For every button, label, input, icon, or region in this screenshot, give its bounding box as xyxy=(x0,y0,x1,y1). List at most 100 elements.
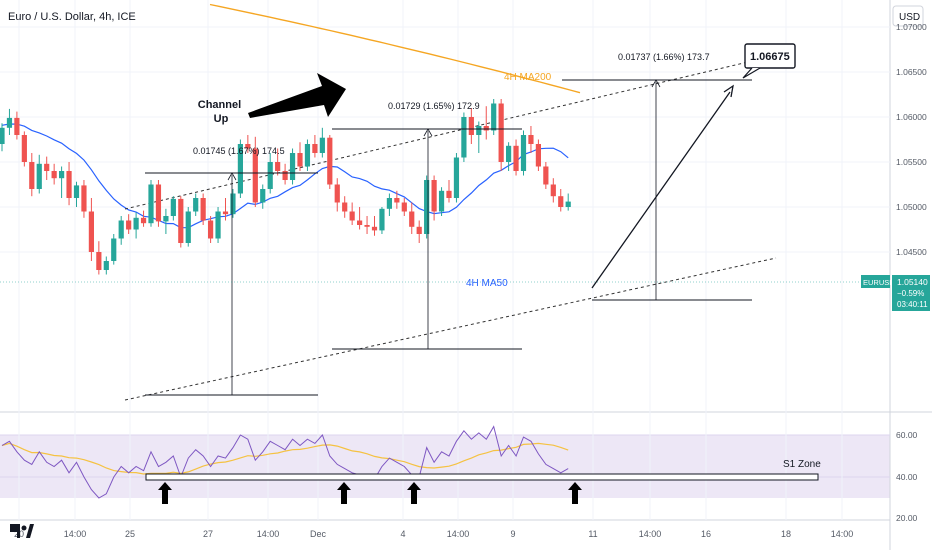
candle-body xyxy=(185,211,191,243)
channel-lower xyxy=(124,257,777,401)
price-grid xyxy=(0,26,890,478)
candle-body xyxy=(543,166,549,185)
time-tick: 27 xyxy=(203,529,213,539)
time-grid xyxy=(18,0,843,520)
s1-arrows xyxy=(158,482,582,504)
ma50-line xyxy=(1,123,569,229)
candle-body xyxy=(446,190,452,198)
candle-body xyxy=(528,135,534,144)
measure-1-label: 0.01745 (1.67%) 174.5 xyxy=(193,146,285,156)
candle-body xyxy=(565,201,571,207)
channel-up-arrow xyxy=(248,73,346,118)
candle-body xyxy=(401,202,407,212)
currency-label: USD xyxy=(899,12,920,23)
ma200-line xyxy=(209,3,581,94)
candle-body xyxy=(275,162,281,171)
candle-body xyxy=(59,171,65,179)
candle-body xyxy=(21,135,27,162)
measure-3-label: 0.01737 (1.66%) 173.7 xyxy=(618,52,710,62)
currency-button[interactable] xyxy=(892,5,924,27)
time-tick: 25 xyxy=(125,529,135,539)
candle-body xyxy=(520,135,527,171)
ticker-price-box xyxy=(892,275,930,311)
tradingview-logo xyxy=(10,524,34,538)
candle-body xyxy=(36,163,42,189)
rsi-tick: 40.00 xyxy=(896,472,918,482)
candle-body xyxy=(81,185,87,212)
price-tick: 1.06500 xyxy=(896,67,927,77)
candle-body xyxy=(222,211,229,215)
ticker-symbol: EURUSD xyxy=(863,278,895,287)
time-tick: 4 xyxy=(400,529,405,539)
channel-upper xyxy=(124,61,749,210)
rsi-tick: 60.00 xyxy=(896,430,918,440)
s1-zone-box xyxy=(145,473,819,481)
s1-arrow-4 xyxy=(568,482,582,504)
s1-arrow-3 xyxy=(407,482,421,504)
logo-slash xyxy=(26,524,34,538)
candle-body xyxy=(461,117,467,158)
ticker-price: 1.05140 xyxy=(897,277,928,287)
candle-body xyxy=(0,127,5,144)
candle-body xyxy=(424,180,430,234)
time-tick: 14:00 xyxy=(257,529,280,539)
candle-body xyxy=(535,144,541,167)
candle-body xyxy=(416,226,422,234)
time-tick: 18 xyxy=(781,529,791,539)
rsi-ma-line xyxy=(1,442,569,475)
candle-body xyxy=(237,144,243,194)
price-axis-labels: 1.07000 1.06500 1.06000 1.05500 1.05000 1.045… xyxy=(896,22,927,257)
logo-bar xyxy=(10,524,17,532)
rsi-axis-labels: 60.00 40.00 20.00 xyxy=(896,430,918,523)
candle-body xyxy=(371,226,378,231)
candle-body xyxy=(155,184,162,222)
candle-body xyxy=(558,196,564,207)
candle-body xyxy=(260,189,266,203)
candle-body xyxy=(118,220,124,239)
candle-body xyxy=(245,144,251,149)
candle-body xyxy=(409,211,415,227)
candles-group xyxy=(0,99,571,275)
candle-body xyxy=(334,184,340,203)
candle-body xyxy=(476,126,482,135)
candle-body xyxy=(96,252,102,270)
price-tick: 1.05000 xyxy=(896,202,927,212)
logo-stem xyxy=(17,524,20,538)
candle-body xyxy=(468,117,474,135)
candle-body xyxy=(215,211,221,239)
time-tick: Dec xyxy=(310,529,327,539)
time-axis-labels: 2014:00252714:00Dec414:0091114:00161814:… xyxy=(14,529,853,539)
s1-arrow-1 xyxy=(158,482,172,504)
logo-dot xyxy=(21,525,27,531)
price-tick: 1.04500 xyxy=(896,247,927,257)
candle-body xyxy=(178,198,184,243)
ma200-label: 4H MA200 xyxy=(504,72,552,83)
s1-zone-label: S1 Zone xyxy=(783,459,821,470)
candle-body xyxy=(386,198,392,209)
channel-up-label: Channel Up xyxy=(198,99,244,125)
candle-body xyxy=(252,148,258,203)
target-label: 1.06675 xyxy=(750,51,790,63)
candle-body xyxy=(230,193,236,215)
candle-body xyxy=(498,103,504,162)
candle-body xyxy=(342,202,348,212)
candle-body xyxy=(550,184,556,197)
candle-body xyxy=(126,220,132,230)
candle-body xyxy=(379,208,385,231)
candle-body xyxy=(312,144,318,153)
candle-body xyxy=(491,103,497,131)
ticker-change: −0.59% xyxy=(897,289,924,298)
candle-body xyxy=(349,211,355,221)
candle-body xyxy=(170,198,176,216)
target-callout-box xyxy=(744,43,796,69)
time-tick: 9 xyxy=(510,529,515,539)
time-tick: 14:00 xyxy=(447,529,470,539)
candle-body xyxy=(431,180,437,212)
channel-up-line-1: Channel xyxy=(198,99,241,111)
candle-body xyxy=(282,171,288,180)
candle-body xyxy=(267,162,273,189)
candle-body xyxy=(304,144,311,167)
candle-body xyxy=(327,137,333,185)
candle-body xyxy=(319,137,325,153)
